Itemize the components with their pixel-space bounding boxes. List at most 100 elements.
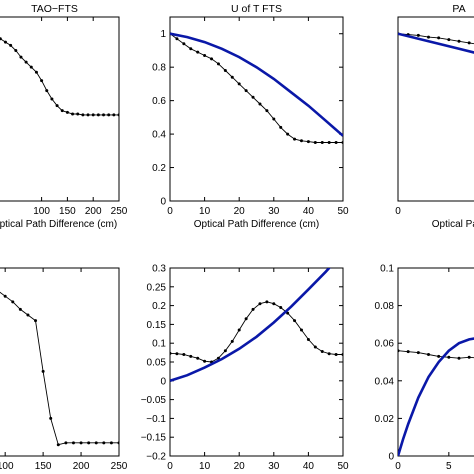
measured-point	[279, 125, 283, 129]
y-tick-label: 0.4	[152, 130, 166, 141]
measured-point	[237, 82, 241, 86]
x-tick-label: 200	[85, 206, 102, 217]
y-tick-label: 0.06	[375, 339, 395, 350]
measured-point	[50, 97, 54, 101]
measured-point	[299, 139, 303, 143]
measured-point	[341, 140, 343, 144]
measured-point	[237, 328, 241, 332]
measured-point	[71, 112, 75, 116]
measured-point	[293, 319, 297, 323]
x-tick-label: 150	[59, 206, 76, 217]
measured-point	[457, 356, 461, 360]
y-tick-label: 0.6	[152, 96, 166, 107]
x-tick-label: 10	[199, 206, 211, 217]
measured-point	[223, 69, 227, 73]
x-tick-label: 20	[234, 461, 246, 472]
y-tick-label: 0.2	[152, 301, 166, 312]
y-tick-label: −0.1	[146, 414, 166, 425]
y-tick-label: −0.2	[146, 452, 166, 463]
measured-point	[189, 47, 193, 51]
measured-point	[327, 140, 331, 144]
measured-curve	[170, 33, 343, 143]
y-tick-label: −0.15	[141, 433, 167, 444]
measured-point	[175, 352, 179, 356]
measured-point	[467, 355, 471, 359]
measured-point	[3, 294, 7, 298]
measured-point	[91, 113, 95, 117]
measured-point	[196, 50, 200, 54]
series-group	[398, 337, 474, 456]
measured-point	[203, 359, 207, 363]
measured-point	[286, 132, 290, 136]
chart-panel-5: 0 10 20 30 40 50 −0.2 −0.15 −0.1 −0.05 0 0.05 0.1 0.1…	[141, 264, 349, 473]
measured-point	[320, 140, 324, 144]
measured-point	[87, 441, 91, 445]
measured-point	[416, 351, 420, 355]
measured-point	[223, 349, 227, 353]
measured-point	[437, 36, 441, 40]
measured-point	[81, 113, 85, 117]
y-tick-label: 0	[388, 452, 394, 463]
panel-title: PA	[452, 3, 465, 15]
x-tick-label: 5	[446, 461, 452, 472]
measured-point	[258, 302, 262, 306]
x-tick-label: 0	[395, 461, 401, 472]
measured-point	[398, 349, 400, 353]
x-tick-label: 100	[33, 206, 50, 217]
y-tick-label: 0.15	[147, 320, 167, 331]
y-tick-label: 0.1	[152, 339, 166, 350]
x-tick-label: 0	[395, 206, 401, 217]
measured-point	[334, 140, 338, 144]
measured-point	[258, 102, 262, 106]
measured-point	[34, 70, 38, 74]
measured-point	[26, 313, 30, 317]
measured-point	[14, 48, 18, 52]
measured-point	[24, 60, 28, 64]
measured-point	[196, 356, 200, 360]
measured-point	[293, 137, 297, 141]
x-tick-label: 250	[111, 461, 128, 472]
y-tick-label: 0.1	[380, 264, 394, 275]
measured-point	[437, 354, 441, 358]
x-tick-label: 200	[73, 461, 90, 472]
measured-point	[427, 352, 430, 356]
measured-point	[49, 416, 53, 420]
measured-point	[272, 117, 276, 121]
plot-frame	[169, 267, 344, 457]
measured-point	[109, 441, 113, 445]
panel-title: TAO−FTS	[31, 3, 78, 15]
measured-point	[341, 352, 343, 356]
y-tick-label: 0.3	[152, 264, 166, 275]
series-group	[170, 268, 343, 383]
x-tick-label: 30	[268, 461, 280, 472]
x-tick-label: 40	[303, 206, 315, 217]
x-tick-label: 20	[234, 206, 246, 217]
measured-point	[34, 319, 38, 323]
model-curve	[170, 268, 331, 383]
y-tick-label: 0.8	[152, 63, 166, 74]
model-curve	[398, 32, 474, 54]
measured-point	[416, 33, 420, 37]
plot-frame	[397, 16, 474, 202]
measured-point	[29, 65, 33, 69]
measured-point	[447, 38, 451, 42]
y-tick-label: 0.02	[375, 414, 395, 425]
measured-point	[272, 302, 276, 306]
x-tick-label: 30	[268, 206, 280, 217]
measured-point	[467, 41, 471, 45]
measured-point	[41, 369, 45, 373]
measured-point	[313, 140, 317, 144]
measured-point	[175, 37, 179, 41]
measured-point	[107, 113, 111, 117]
measured-point	[40, 79, 44, 83]
x-tick-label: 50	[337, 461, 349, 472]
measured-point	[0, 37, 2, 41]
measured-point	[189, 354, 193, 358]
measured-point	[230, 75, 234, 79]
measured-point	[427, 35, 430, 39]
x-tick-label: 0	[167, 461, 173, 472]
measured-point	[94, 441, 98, 445]
measured-point	[112, 113, 116, 117]
x-axis-title: Optical Path Difference (cm)	[0, 219, 117, 230]
